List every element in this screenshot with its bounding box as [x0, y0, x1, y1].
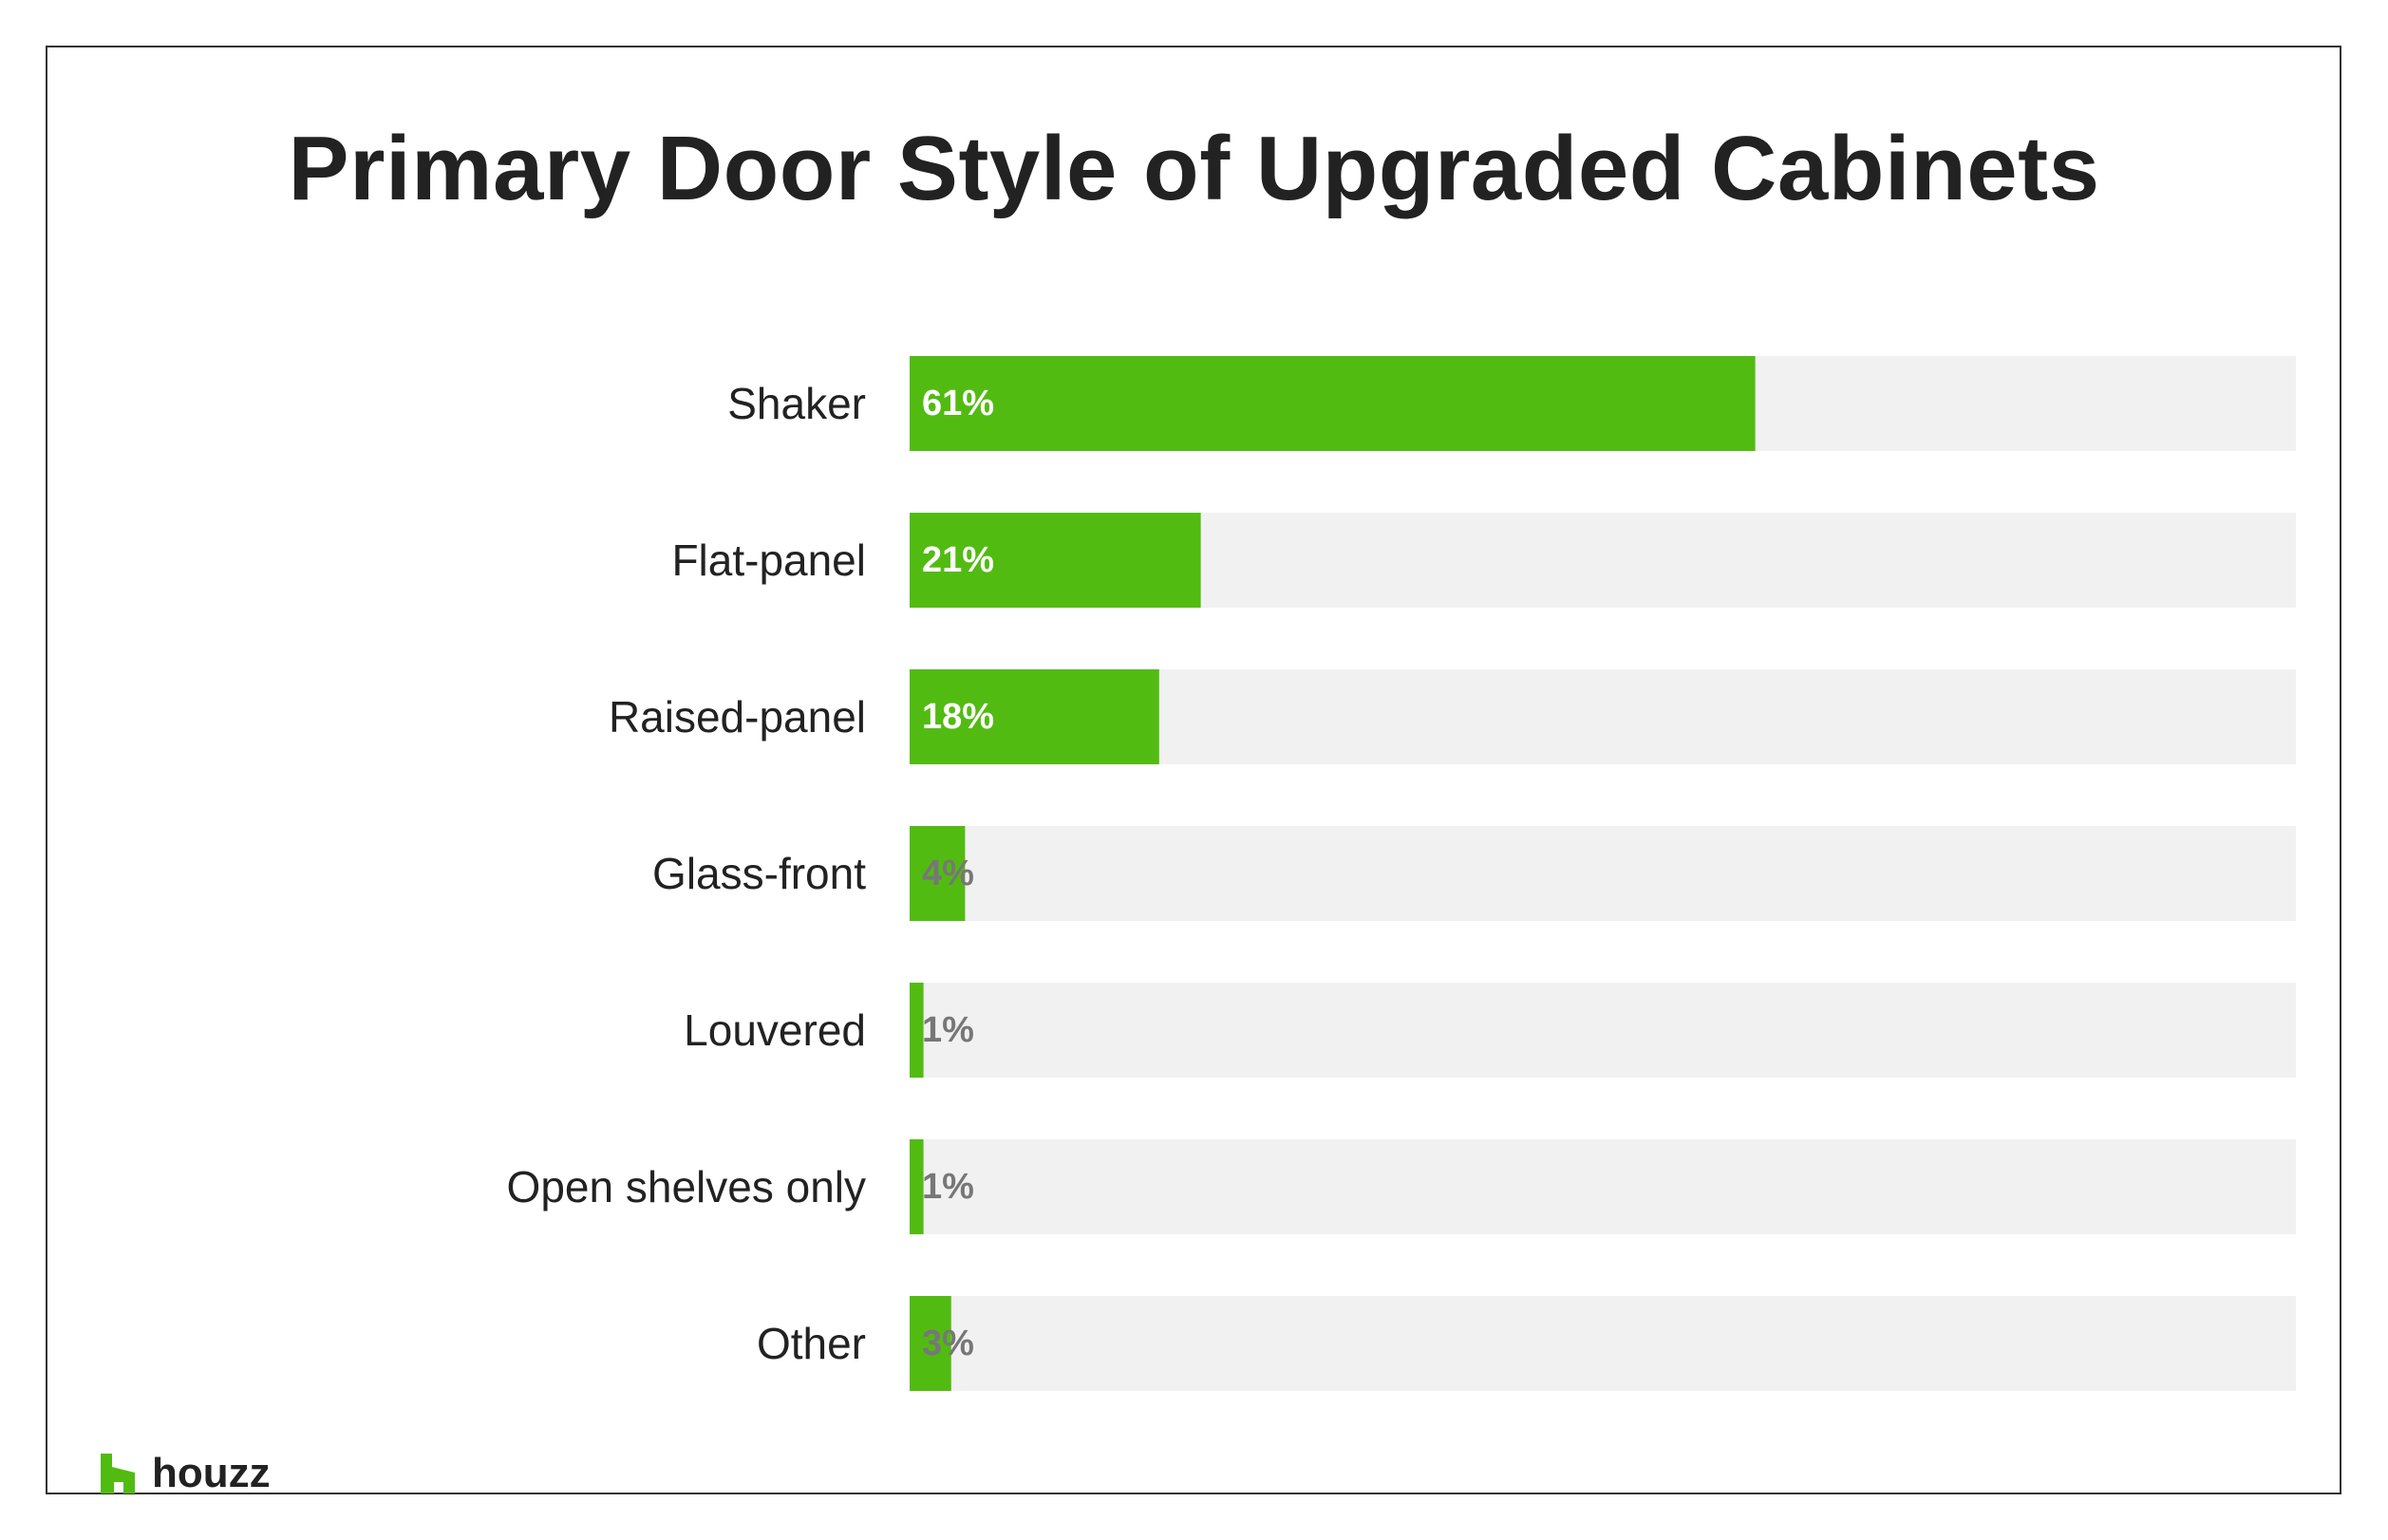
category-label: Flat-panel	[671, 535, 866, 585]
bar-row-other: Other 3%	[757, 1296, 2296, 1391]
houzz-logo: houzz	[101, 1453, 271, 1494]
bar-row-louvered: Louvered 1%	[684, 983, 2296, 1078]
bar	[910, 983, 924, 1078]
value-label: 1%	[922, 1167, 974, 1207]
houzz-logo-icon	[101, 1454, 139, 1493]
category-label: Glass-front	[652, 849, 866, 898]
category-label: Raised-panel	[609, 692, 866, 742]
value-label: 3%	[922, 1324, 974, 1363]
bar-row-glass-front: Glass-front 4%	[652, 826, 2296, 921]
bar-track	[910, 983, 2296, 1078]
bar-track	[910, 826, 2296, 921]
value-label: 4%	[922, 854, 974, 893]
bar	[910, 1139, 924, 1234]
chart-frame	[46, 46, 2341, 1494]
bar	[910, 356, 1756, 451]
value-label: 61%	[922, 384, 994, 423]
chart-title: Primary Door Style of Upgraded Cabinets	[288, 118, 2100, 219]
bar-track	[910, 1296, 2296, 1391]
bar-row-raised-panel: Raised-panel 18%	[609, 669, 2296, 764]
bar-row-open-shelves-only: Open shelves only 1%	[507, 1139, 2296, 1234]
category-label: Other	[757, 1319, 866, 1368]
category-label: Open shelves only	[507, 1162, 866, 1211]
bar-row-flat-panel: Flat-panel 21%	[671, 513, 2296, 608]
value-label: 1%	[922, 1010, 974, 1050]
bar	[910, 513, 1201, 608]
category-label: Louvered	[684, 1005, 866, 1055]
category-label: Shaker	[727, 379, 866, 428]
bar-track	[910, 1139, 2296, 1234]
bar	[910, 669, 1159, 764]
bar	[910, 1296, 951, 1391]
bar	[910, 826, 966, 921]
logo-text: houzz	[152, 1450, 271, 1496]
bar-row-shaker: Shaker 61%	[727, 356, 2296, 451]
value-label: 18%	[922, 697, 994, 737]
value-label: 21%	[922, 540, 994, 580]
